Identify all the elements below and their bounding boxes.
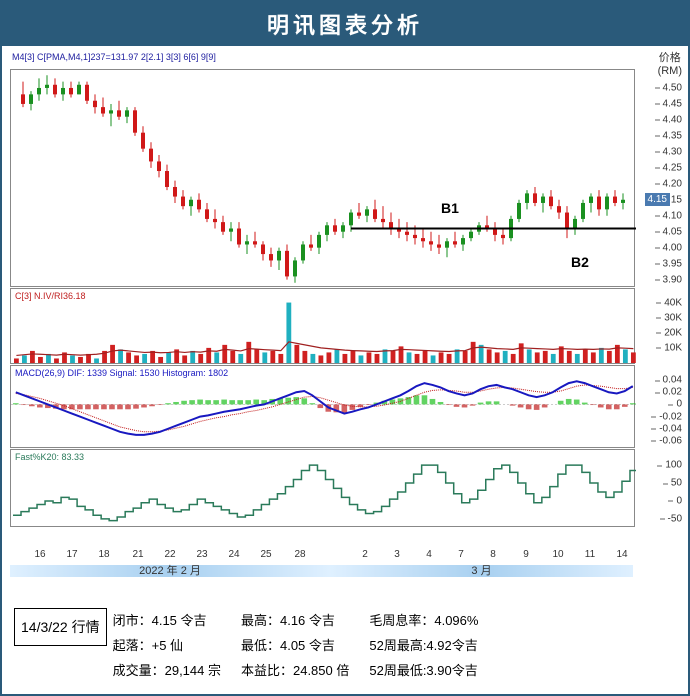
- rsi-label: Fast%K20: 83.33: [15, 452, 84, 462]
- volume-label: C[3] N.IV/RI36.18: [15, 291, 86, 301]
- info-row: 成交量：29,144 宗: [113, 660, 221, 679]
- chart-info-text: M4[3] C[PMA,M4,1]237=131.97 2[2.1] 3[3] …: [12, 52, 216, 62]
- info-column: 闭市：4.15 令吉起落：+5 仙成交量：29,144 宗: [113, 610, 221, 682]
- rsi-panel[interactable]: Fast%K20: 83.33 -50050100: [10, 449, 635, 527]
- macd-label: MACD(26,9) DIF: 1339 Signal: 1530 Histog…: [15, 368, 228, 378]
- info-box: 14/3/22 行情 闭市：4.15 令吉起落：+5 仙成交量：29,144 宗…: [10, 604, 680, 686]
- info-column: 最高：4.16 令吉最低：4.05 令吉本益比：24.850 倍: [241, 610, 349, 682]
- date-badge: 14/3/22 行情: [14, 608, 107, 646]
- info-row: 52周最高:4.92令吉: [369, 635, 478, 654]
- info-row: 闭市：4.15 令吉: [113, 610, 221, 629]
- info-column: 毛周息率：4.096% 52周最高:4.92令吉 52周最低:3.90令吉: [369, 610, 478, 682]
- current-price-tag: 4.15: [645, 193, 670, 206]
- info-row: 最高：4.16 令吉: [241, 610, 349, 629]
- month-bar: 2022 年 2 月3 月: [10, 565, 633, 577]
- chart-area: M4[3] C[PMA,M4,1]237=131.97 2[2.1] 3[3] …: [2, 46, 688, 589]
- header-title: 明讯图表分析: [2, 2, 688, 46]
- info-row: 本益比：24.850 倍: [241, 660, 349, 679]
- annotation-B2: B2: [571, 254, 589, 270]
- macd-panel[interactable]: MACD(26,9) DIF: 1339 Signal: 1530 Histog…: [10, 365, 635, 448]
- info-row: 起落：+5 仙: [113, 635, 221, 654]
- price-panel[interactable]: 3.903.954.004.054.104.154.204.254.304.35…: [10, 69, 635, 287]
- chart-window: 明讯图表分析 M4[3] C[PMA,M4,1]237=131.97 2[2.1…: [0, 0, 690, 696]
- info-row: 毛周息率：4.096%: [369, 610, 478, 629]
- annotation-B1: B1: [441, 200, 459, 216]
- volume-panel[interactable]: C[3] N.IV/RI36.18 10K20K30K40K: [10, 288, 635, 364]
- info-row: 最低：4.05 令吉: [241, 635, 349, 654]
- info-row: 52周最低:3.90令吉: [369, 660, 478, 679]
